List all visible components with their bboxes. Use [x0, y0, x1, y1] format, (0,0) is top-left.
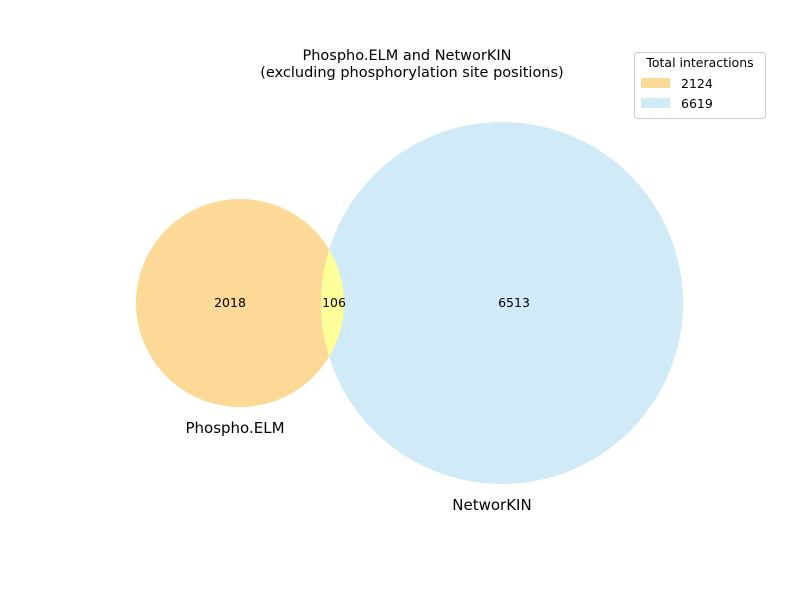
region-count-networkin-only: 6513	[498, 295, 530, 310]
legend-swatch-phospho-elm	[641, 78, 670, 88]
region-count-phospho-elm-only: 2018	[214, 295, 246, 310]
diagram-title-line2: (excluding phosphorylation site position…	[260, 65, 563, 81]
networkin-circle	[321, 122, 683, 484]
legend-title: Total interactions	[645, 55, 753, 70]
legend-label-networkin: 6619	[681, 96, 713, 111]
set-label-phospho-elm: Phospho.ELM	[185, 419, 284, 437]
legend: Total interactions 2124 6619	[634, 52, 766, 119]
set-label-networkin: NetworKIN	[452, 496, 531, 514]
legend-label-phospho-elm: 2124	[681, 76, 713, 91]
diagram-title-line1: Phospho.ELM and NetworKIN	[302, 48, 511, 64]
phospho-elm-circle	[136, 199, 344, 407]
region-count-intersection: 106	[322, 295, 346, 310]
legend-swatch-networkin	[641, 98, 670, 108]
